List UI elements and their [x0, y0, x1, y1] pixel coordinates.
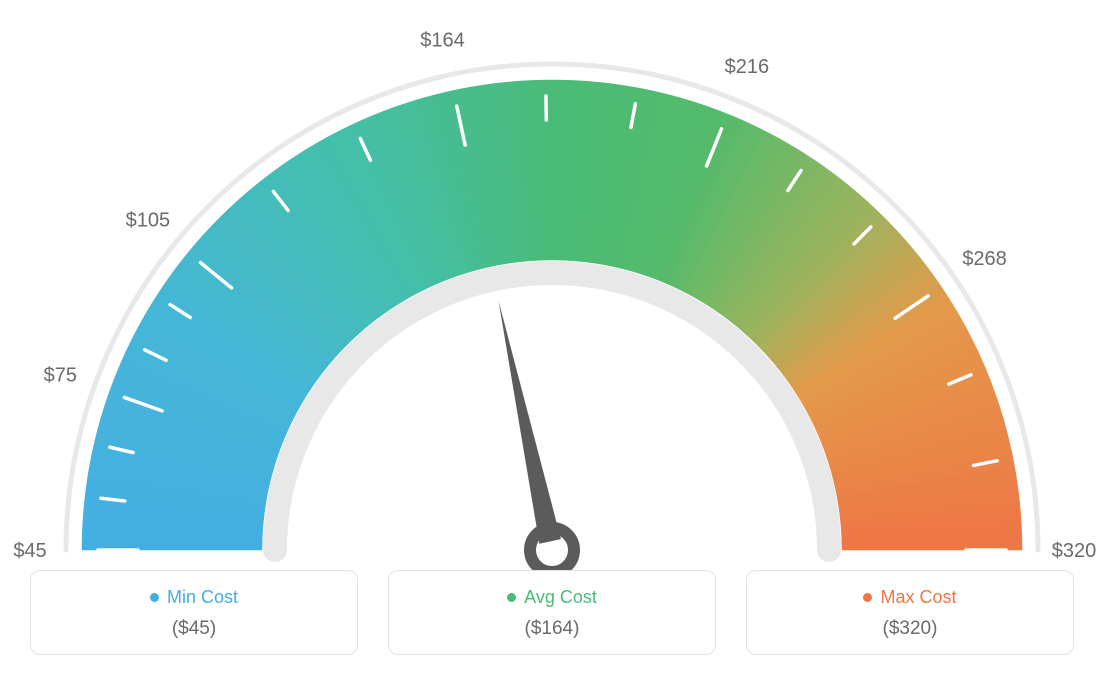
- legend-dot-icon: [150, 593, 159, 602]
- gauge-svg: $45 $75 $105 $164 $216 $268 $320: [0, 10, 1104, 570]
- gauge-band: [82, 80, 1022, 550]
- legend-title: Avg Cost: [507, 587, 597, 608]
- tick-label: $164: [420, 30, 465, 52]
- legend-value: ($164): [409, 618, 695, 640]
- legend-value: ($320): [767, 618, 1053, 640]
- legend-value: ($45): [51, 618, 337, 640]
- gauge-needle: [499, 301, 561, 544]
- legend-title-text: Avg Cost: [524, 587, 597, 608]
- legend-title-text: Max Cost: [880, 587, 956, 608]
- legend-card-min: Min Cost ($45): [30, 570, 358, 655]
- legend-dot-icon: [507, 593, 516, 602]
- tick-label: $268: [962, 248, 1007, 270]
- tick-label: $216: [725, 56, 770, 78]
- gauge-chart: $45 $75 $105 $164 $216 $268 $320: [0, 10, 1104, 570]
- legend-title: Min Cost: [150, 587, 238, 608]
- tick-label: $105: [126, 210, 171, 232]
- legend-card-avg: Avg Cost ($164): [388, 570, 716, 655]
- legend-card-max: Max Cost ($320): [746, 570, 1074, 655]
- tick-label: $320: [1052, 540, 1097, 562]
- legend-title: Max Cost: [863, 587, 956, 608]
- tick-label: $75: [44, 365, 77, 387]
- tick-label: $45: [13, 540, 46, 562]
- legend-title-text: Min Cost: [167, 587, 238, 608]
- legend-dot-icon: [863, 593, 872, 602]
- legend-row: Min Cost ($45) Avg Cost ($164) Max Cost ($320…: [0, 570, 1104, 655]
